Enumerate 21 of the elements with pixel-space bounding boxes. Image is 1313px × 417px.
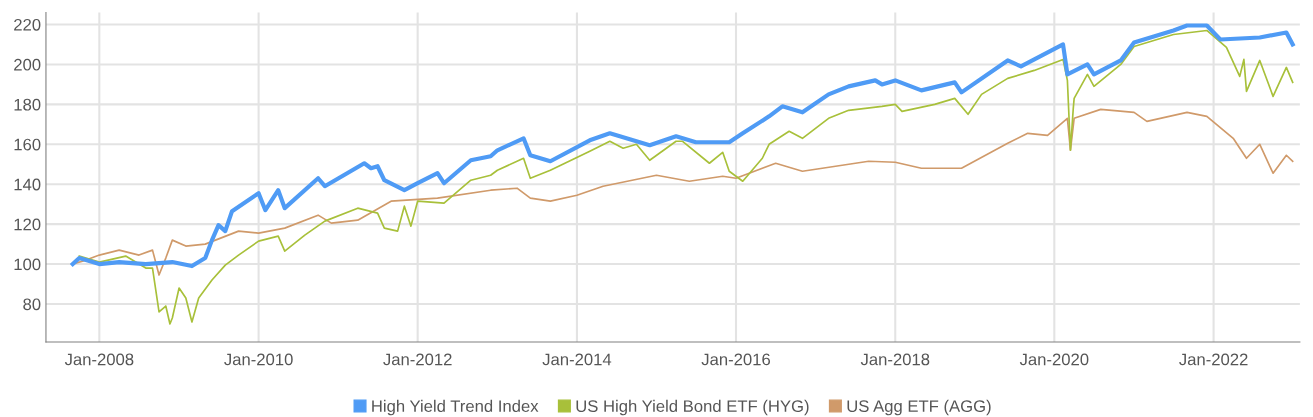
- x-tick-label: Jan-2022: [1179, 353, 1248, 366]
- legend-label: High Yield Trend Index: [372, 399, 539, 416]
- legend-label: US Agg ETF (AGG): [847, 399, 991, 416]
- line-series: [70, 23, 1295, 269]
- x-tick-label: Jan-2018: [860, 353, 930, 366]
- y-tick-label: 140: [14, 178, 41, 191]
- x-tick-label: Jan-2014: [542, 353, 612, 366]
- y-tick-label: 100: [14, 258, 41, 271]
- y-tick-label: 220: [14, 18, 41, 31]
- y-tick-label: 80: [23, 298, 41, 311]
- legend-label: US High Yield Bond ETF (HYG): [576, 399, 809, 416]
- y-tick-label: 180: [14, 98, 41, 111]
- y-tick-label: 200: [14, 58, 41, 71]
- x-tick-label: Jan-2016: [701, 353, 771, 366]
- x-tick-label: Jan-2008: [64, 353, 134, 366]
- x-tick-label: Jan-2012: [383, 353, 452, 366]
- y-tick-label: 160: [14, 138, 41, 151]
- x-tick-label: Jan-2020: [1019, 353, 1089, 366]
- x-tick-label: Jan-2010: [224, 353, 293, 366]
- line-series: [78, 29, 1294, 325]
- y-tick-label: 120: [14, 218, 41, 231]
